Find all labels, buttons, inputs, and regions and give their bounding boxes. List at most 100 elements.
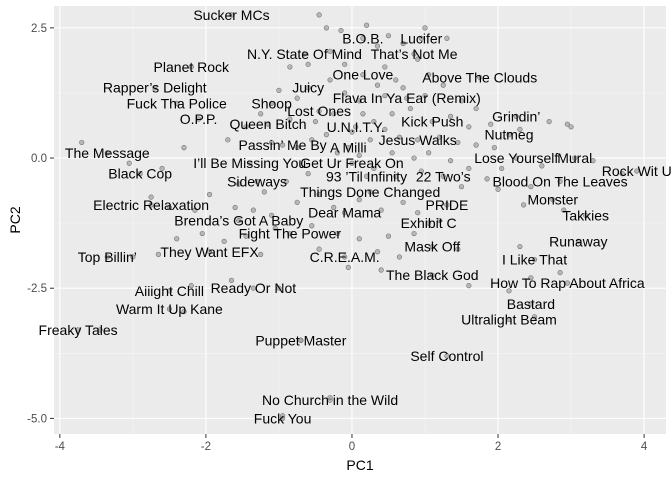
- data-point: [583, 212, 589, 218]
- data-point: [334, 230, 340, 237]
- data-point: [429, 272, 435, 278]
- data-point: [152, 85, 158, 91]
- data-point: [356, 236, 362, 242]
- data-point: [279, 142, 286, 148]
- data-point: [415, 56, 421, 62]
- data-point: [104, 150, 110, 156]
- data-point: [276, 285, 282, 291]
- data-point: [225, 137, 231, 143]
- data-point: [411, 155, 417, 161]
- data-point: [327, 48, 333, 54]
- data-point: [575, 238, 581, 244]
- data-point: [331, 111, 337, 117]
- data-point: [396, 134, 403, 140]
- point-label: Freaky Tales: [39, 322, 118, 338]
- data-point: [349, 129, 355, 135]
- data-point: [513, 155, 519, 161]
- data-point: [75, 327, 81, 333]
- data-point: [309, 223, 315, 229]
- x-axis-ticks: -4 -2 0 2 4: [55, 434, 648, 453]
- data-point: [356, 98, 362, 104]
- y-tick-label: 0.0: [31, 153, 47, 165]
- point-label: Black Cop: [108, 166, 172, 182]
- data-point: [455, 246, 461, 252]
- data-point: [488, 121, 494, 127]
- data-point: [174, 100, 180, 106]
- point-label: Planet Rock: [154, 59, 230, 75]
- point-label: C.R.E.A.M.: [310, 249, 380, 265]
- data-point: [426, 220, 432, 226]
- data-point: [531, 314, 538, 320]
- data-point: [557, 178, 563, 185]
- point-labels-layer: Sucker MCs B.O.B. Lucifer N.Y. State Of Min…: [39, 7, 672, 427]
- data-point: [506, 288, 512, 294]
- point-label: U.N.I.T.Y.: [327, 119, 385, 135]
- data-point: [265, 121, 271, 127]
- data-point: [199, 230, 205, 237]
- data-point: [356, 152, 362, 159]
- point-label: Juicy: [292, 80, 324, 96]
- data-point: [334, 150, 340, 156]
- data-point: [316, 191, 322, 198]
- data-point: [294, 145, 300, 151]
- data-point: [294, 199, 300, 205]
- point-label: Rock Wit U: [602, 163, 672, 179]
- point-label: I Like That: [502, 252, 567, 268]
- data-point: [174, 236, 180, 242]
- data-point: [385, 33, 392, 39]
- data-point: [287, 116, 293, 122]
- data-point: [188, 283, 194, 289]
- data-point: [506, 132, 512, 138]
- grid-lines: [54, 6, 666, 434]
- data-point: [495, 186, 501, 192]
- data-point: [422, 92, 428, 99]
- data-point: [455, 139, 461, 146]
- data-point: [634, 168, 640, 174]
- data-point: [323, 132, 330, 138]
- point-label: The Message: [65, 145, 150, 161]
- data-point: [517, 243, 523, 250]
- point-label: Above The Clouds: [422, 69, 537, 85]
- point-label: No Church in the Wild: [262, 392, 398, 408]
- data-point: [418, 35, 424, 41]
- point-label: Queen Bitch: [229, 116, 306, 132]
- data-point: [619, 171, 625, 177]
- data-point: [258, 251, 264, 257]
- data-point: [232, 204, 238, 211]
- data-point: [374, 43, 381, 49]
- point-label: Fuck Tha Police: [127, 95, 227, 111]
- point-label: Lucifer: [400, 30, 442, 46]
- data-point: [181, 145, 187, 151]
- point-label: Ultralight Beam: [461, 311, 557, 327]
- y-tick-label: -2.5: [27, 283, 47, 295]
- data-point: [411, 230, 417, 237]
- data-point: [378, 267, 384, 273]
- data-point: [466, 165, 472, 172]
- point-label: Jesus Walks: [379, 132, 457, 148]
- data-point: [374, 82, 381, 88]
- data-point: [426, 150, 432, 156]
- point-label: Mask Off: [404, 239, 460, 255]
- data-point: [400, 199, 406, 205]
- data-point: [371, 118, 377, 125]
- data-point: [389, 150, 395, 156]
- data-point: [316, 108, 322, 114]
- data-point: [458, 98, 465, 104]
- data-point: [528, 301, 534, 307]
- data-point: [206, 249, 213, 255]
- data-point: [294, 95, 300, 101]
- point-label: Grindin’: [492, 108, 540, 124]
- data-point: [440, 173, 446, 179]
- data-point: [389, 111, 395, 117]
- x-tick-label: -4: [55, 441, 66, 453]
- point-label: The Black God: [386, 267, 479, 283]
- data-point: [148, 202, 154, 208]
- point-label: I’ll Be Missing You: [193, 155, 306, 171]
- data-point: [312, 118, 319, 125]
- data-point: [513, 113, 519, 119]
- data-point: [159, 165, 165, 172]
- data-point: [97, 327, 103, 333]
- points-layer: [75, 12, 640, 421]
- point-label: Brenda’s Got A Baby: [174, 213, 303, 229]
- data-point: [272, 225, 278, 231]
